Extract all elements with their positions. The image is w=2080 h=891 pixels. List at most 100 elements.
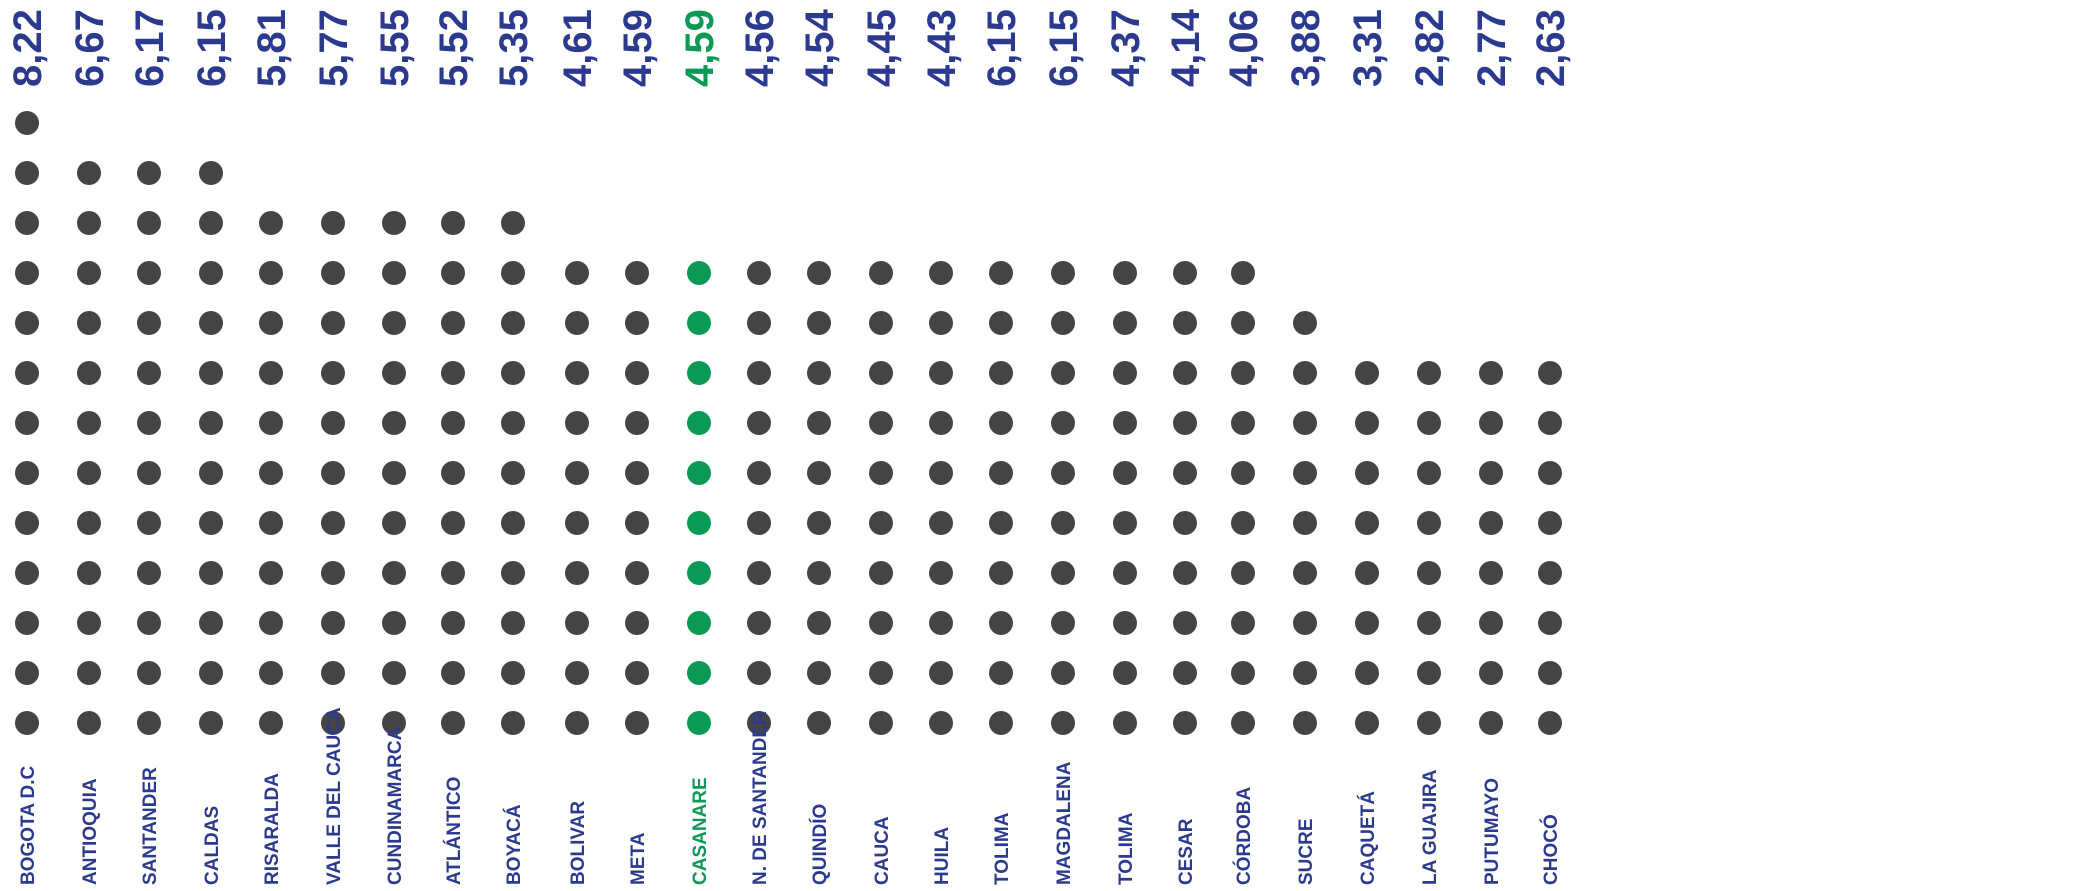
column-15: 4,43 HUILA — [920, 9, 964, 885]
data-dot — [989, 661, 1013, 685]
data-dot — [15, 411, 39, 435]
data-dot — [1231, 711, 1255, 735]
data-dot — [687, 611, 711, 635]
data-dot — [1355, 511, 1379, 535]
value-label: 6,67 — [68, 9, 112, 87]
category-label: TOLIMA — [992, 812, 1013, 885]
data-dot — [321, 461, 345, 485]
data-dot — [625, 611, 649, 635]
data-dot — [77, 711, 101, 735]
data-dot — [501, 211, 525, 235]
data-dot — [1173, 511, 1197, 535]
data-dot — [989, 561, 1013, 585]
data-dot — [382, 561, 406, 585]
data-dot — [259, 711, 283, 735]
data-dot — [199, 311, 223, 335]
category-label: SANTANDER — [140, 767, 161, 885]
data-dot — [1417, 711, 1441, 735]
category-label: CAUCA — [872, 816, 893, 885]
data-dot — [441, 561, 465, 585]
data-dot — [1538, 561, 1562, 585]
category-label: CALDAS — [202, 806, 223, 885]
data-dot — [1293, 461, 1317, 485]
data-dot — [137, 661, 161, 685]
data-dot — [1051, 611, 1075, 635]
column-18: 4,37 TOLIMA — [1104, 9, 1148, 885]
data-dot — [501, 411, 525, 435]
data-dot — [199, 611, 223, 635]
category-label: LA GUAJIRA — [1420, 769, 1441, 885]
category-label: MAGDALENA — [1054, 761, 1075, 885]
column-17: 6,15 MAGDALENA — [1042, 9, 1086, 885]
data-dot — [382, 361, 406, 385]
data-dot — [259, 311, 283, 335]
column-24: 2,77 PUTUMAYO — [1470, 9, 1514, 885]
data-dot — [687, 511, 711, 535]
column-11: 4,59 CASANARE — [678, 9, 722, 885]
data-dot — [137, 711, 161, 735]
data-dot — [77, 611, 101, 635]
data-dot — [15, 561, 39, 585]
data-dot — [1417, 611, 1441, 635]
column-21: 3,88 SUCRE — [1284, 9, 1328, 885]
data-dot — [321, 611, 345, 635]
data-dot — [929, 661, 953, 685]
data-dot — [1173, 411, 1197, 435]
data-dot — [15, 211, 39, 235]
data-dot — [77, 161, 101, 185]
data-dot — [989, 511, 1013, 535]
value-label: 4,43 — [920, 9, 964, 87]
data-dot — [1231, 361, 1255, 385]
data-dot — [1417, 561, 1441, 585]
data-dot — [199, 211, 223, 235]
category-label: BOGOTA D.C — [18, 765, 39, 885]
data-dot — [1538, 411, 1562, 435]
value-label: 5,52 — [432, 9, 476, 87]
data-dot — [15, 161, 39, 185]
data-dot — [137, 361, 161, 385]
data-dot — [199, 711, 223, 735]
data-dot — [1051, 711, 1075, 735]
data-dot — [1538, 361, 1562, 385]
data-dot — [1051, 461, 1075, 485]
value-label: 2,82 — [1408, 9, 1452, 87]
value-label: 4,61 — [556, 9, 600, 87]
value-label: 6,15 — [1042, 9, 1086, 87]
data-dot — [1355, 461, 1379, 485]
data-dot — [137, 161, 161, 185]
value-label: 4,56 — [738, 9, 782, 87]
data-dot — [1417, 411, 1441, 435]
data-dot — [259, 611, 283, 635]
data-dot — [565, 711, 589, 735]
category-label: CESAR — [1176, 818, 1197, 885]
data-dot — [15, 711, 39, 735]
category-label: CAQUETÁ — [1357, 791, 1379, 885]
data-dot — [1293, 361, 1317, 385]
data-dot — [687, 711, 711, 735]
data-dot — [77, 361, 101, 385]
category-label: CUNDINAMARCA — [385, 726, 406, 885]
data-dot — [1173, 561, 1197, 585]
data-dot — [1479, 561, 1503, 585]
category-label: RISARALDA — [262, 773, 283, 885]
category-label: HUILA — [932, 827, 953, 885]
column-1: 6,67 ANTIOQUIA — [68, 9, 112, 885]
data-dot — [77, 411, 101, 435]
data-dot — [687, 361, 711, 385]
data-dot — [687, 661, 711, 685]
column-7: 5,52 ATLÁNTICO — [432, 9, 476, 885]
data-dot — [1538, 461, 1562, 485]
data-dot — [441, 511, 465, 535]
data-dot — [929, 411, 953, 435]
column-9: 4,61 BOLIVAR — [556, 9, 600, 885]
data-dot — [1417, 461, 1441, 485]
data-dot — [501, 311, 525, 335]
column-10: 4,59 META — [616, 9, 660, 885]
value-label: 5,55 — [373, 9, 417, 87]
column-23: 2,82 LA GUAJIRA — [1408, 9, 1452, 885]
data-dot — [1479, 661, 1503, 685]
value-label: 4,14 — [1164, 8, 1208, 87]
data-dot — [199, 561, 223, 585]
value-label: 2,77 — [1470, 9, 1514, 87]
data-dot — [1479, 511, 1503, 535]
